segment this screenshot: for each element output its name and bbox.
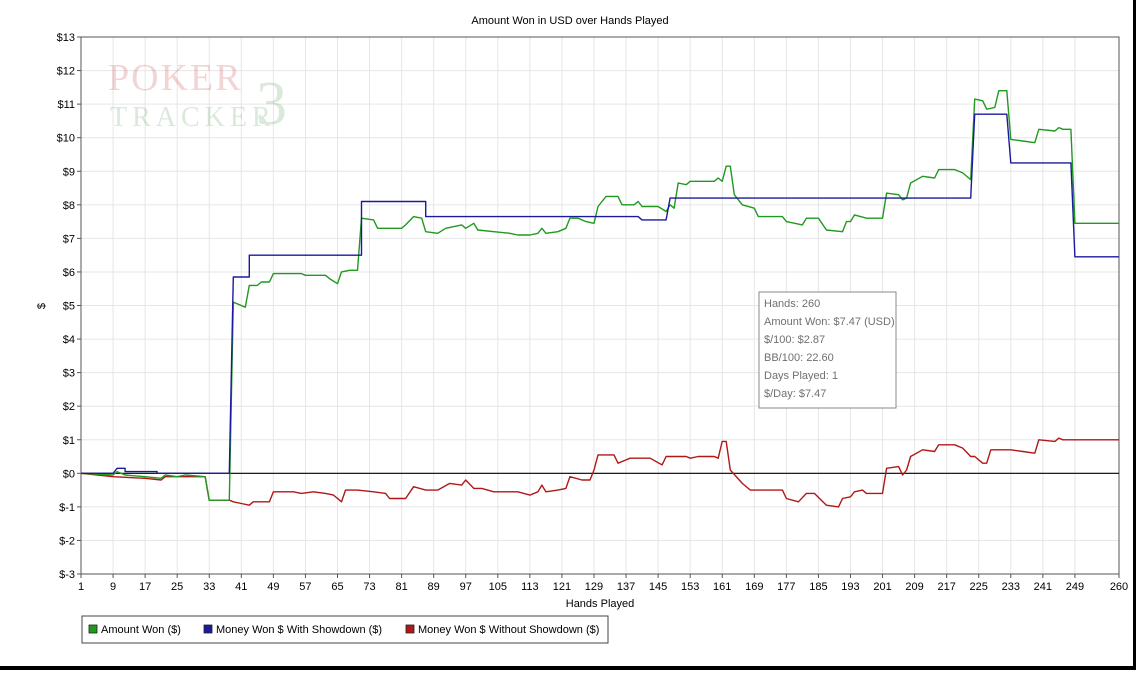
watermark-word-tracker: TRACKER: [110, 102, 276, 133]
series-line-with-showdown: [81, 113, 1119, 474]
y-tick-label: $12: [57, 66, 75, 78]
x-tick-label: 73: [363, 581, 375, 593]
y-tick-label: $5: [63, 301, 75, 313]
x-tick-label: 121: [553, 581, 571, 593]
y-tick-label: $10: [57, 133, 75, 145]
y-axis-ticks: $13 $12 $11 $10 $9 $8 $7 $6 $5 $4 $3 $2 $1 $0 $-1 $-2 $-…: [57, 32, 81, 581]
x-tick-label: 41: [235, 581, 247, 593]
legend-item-without-showdown[interactable]: Money Won $ Without Showdown ($): [405, 624, 599, 636]
y-tick-label: $13: [57, 32, 75, 44]
tooltip-bb-per-100: BB/100: 22.60: [764, 352, 834, 364]
x-tick-label: 185: [809, 581, 827, 593]
legend-swatch-without-showdown: [405, 624, 415, 634]
x-tick-label: 105: [489, 581, 507, 593]
legend-label-without-showdown: Money Won $ Without Showdown ($): [418, 624, 599, 636]
chart-legend: Amount Won ($) Money Won $ With Showdown…: [81, 615, 609, 644]
x-tick-label: 225: [970, 581, 988, 593]
y-tick-label: $-2: [59, 535, 75, 547]
x-tick-label: 1: [78, 581, 84, 593]
x-tick-label: 241: [1034, 581, 1052, 593]
series-line-without-showdown: [80, 437, 1119, 508]
y-tick-label: $3: [63, 368, 75, 380]
series-line-amount-won: [80, 90, 1119, 501]
tooltip-hands: Hands: 260: [764, 298, 820, 310]
y-tick-label: $-1: [59, 502, 75, 514]
x-tick-label: 217: [937, 581, 955, 593]
x-tick-label: 9: [110, 581, 116, 593]
legend-swatch-amount-won: [88, 624, 98, 634]
y-tick-label: $11: [57, 99, 75, 111]
stats-tooltip: Hands: 260 Amount Won: $7.47 (USD) $/100…: [758, 291, 897, 409]
y-tick-label: $9: [63, 166, 75, 178]
y-tick-label: $2: [63, 401, 75, 413]
x-tick-label: 145: [649, 581, 667, 593]
y-tick-label: $0: [63, 468, 75, 480]
x-tick-label: 193: [841, 581, 859, 593]
tooltip-dollars-per-day: $/Day: $7.47: [764, 388, 826, 400]
tooltip-box: [758, 291, 897, 409]
x-tick-label: 17: [139, 581, 151, 593]
tooltip-dollars-per-100: $/100: $2.87: [764, 334, 825, 346]
x-tick-label: 65: [331, 581, 343, 593]
legend-item-amount-won[interactable]: Amount Won ($): [88, 624, 181, 636]
x-tick-label: 233: [1002, 581, 1020, 593]
chart-title: Amount Won in USD over Hands Played: [471, 15, 668, 27]
x-tick-label: 169: [745, 581, 763, 593]
y-tick-label: $7: [63, 233, 75, 245]
tooltip-days-played: Days Played: 1: [764, 370, 838, 382]
x-tick-label: 81: [395, 581, 407, 593]
x-axis-label: Hands Played: [566, 598, 635, 610]
x-tick-label: 49: [267, 581, 279, 593]
x-tick-label: 153: [681, 581, 699, 593]
window-right-border: [1133, 0, 1136, 670]
x-tick-label: 97: [460, 581, 472, 593]
pokertracker-watermark-logo: POKER 3 TRACKER: [108, 57, 287, 138]
y-tick-label: $1: [63, 435, 75, 447]
x-tick-label: 33: [203, 581, 215, 593]
y-tick-label: $6: [63, 267, 75, 279]
x-tick-label: 177: [777, 581, 795, 593]
x-tick-label: 89: [428, 581, 440, 593]
x-tick-label: 209: [905, 581, 923, 593]
x-tick-label: 25: [171, 581, 183, 593]
y-tick-label: $4: [63, 334, 75, 346]
x-axis-ticks: 1 9 17 25 33 41 49 57 65 73 81 89 97 105 113 121 129 137 1…: [78, 574, 1128, 593]
y-axis-label: $: [36, 303, 48, 309]
legend-swatch-with-showdown: [203, 624, 213, 634]
legend-label-amount-won: Amount Won ($): [101, 624, 181, 636]
series-layer: [80, 90, 1119, 508]
y-tick-label: $8: [63, 200, 75, 212]
legend-label-with-showdown: Money Won $ With Showdown ($): [216, 624, 382, 636]
x-tick-label: 137: [617, 581, 635, 593]
legend-item-with-showdown[interactable]: Money Won $ With Showdown ($): [203, 624, 382, 636]
x-tick-label: 57: [299, 581, 311, 593]
x-tick-label: 201: [873, 581, 891, 593]
tooltip-amount-won: Amount Won: $7.47 (USD): [764, 316, 895, 328]
watermark-word-poker: POKER: [108, 57, 243, 99]
watermark-digit: 3: [256, 70, 287, 138]
x-tick-label: 249: [1066, 581, 1084, 593]
x-tick-label: 129: [585, 581, 603, 593]
x-tick-label: 161: [713, 581, 731, 593]
y-tick-label: $-3: [59, 569, 75, 581]
x-tick-label: 113: [521, 581, 539, 593]
x-tick-label: 260: [1110, 581, 1128, 593]
legend-box: [81, 615, 609, 644]
window-bottom-border: [0, 666, 1136, 670]
